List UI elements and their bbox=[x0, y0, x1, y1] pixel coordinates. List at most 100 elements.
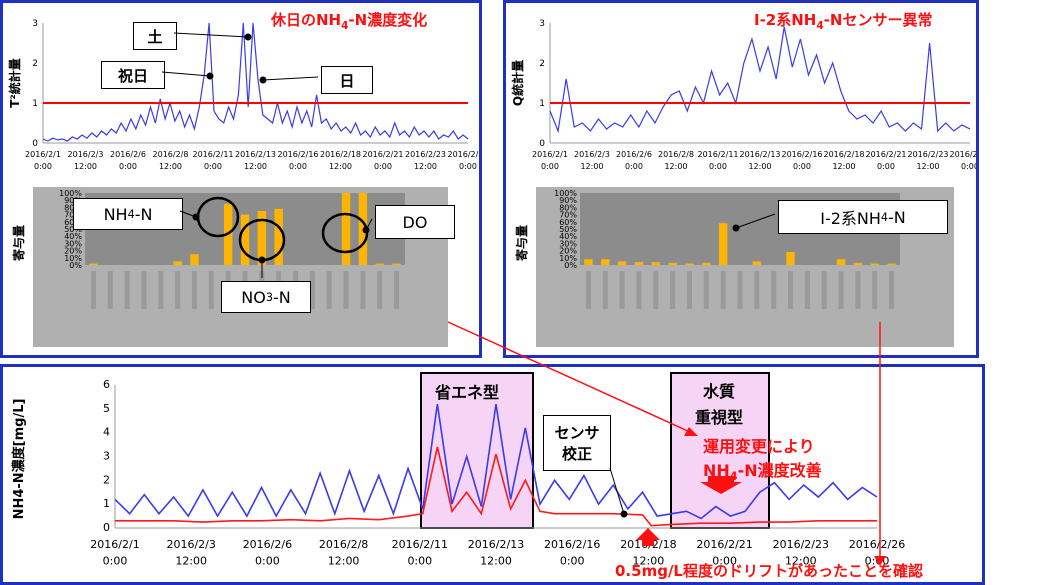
y-tick-label: 30% bbox=[64, 239, 82, 248]
y-tick-label: 100% bbox=[554, 189, 577, 198]
bar-category-label bbox=[889, 271, 895, 309]
bar bbox=[668, 262, 677, 265]
bar bbox=[584, 259, 593, 265]
y-tick-label: 100% bbox=[59, 189, 82, 198]
bar-category-label bbox=[343, 271, 349, 309]
x-tick-label: 2016/2/23 12:00 bbox=[773, 538, 829, 568]
series-line-1 bbox=[115, 446, 877, 527]
bar-category-label bbox=[107, 271, 113, 309]
bar bbox=[240, 214, 250, 265]
x-tick-label: 2016/2/16 0:00 bbox=[277, 150, 318, 171]
panel-holiday-t2: T²統計量 0 1 2 3 2016/2/1 0:00 2016/2/3 12:00 2016/… bbox=[0, 0, 482, 358]
y-tick-label: 10% bbox=[559, 254, 577, 263]
y-tick-label: 0 bbox=[32, 139, 38, 149]
bar-category-label bbox=[602, 271, 608, 309]
y-tick-label: 1 bbox=[32, 99, 38, 109]
bar-category-label bbox=[90, 271, 96, 309]
panel-sensor-q: Q統計量 0 1 2 3 2016/2/1 0:00 2016/2/3 12:00 2016/2… bbox=[503, 0, 979, 358]
y-tick-label: 70% bbox=[559, 211, 577, 220]
x-tick-label: 2016/2/16 0:00 bbox=[781, 150, 822, 171]
x-tick-label: 2016/2/6 0:00 bbox=[616, 150, 652, 171]
bar-category-label bbox=[158, 271, 164, 309]
x-tick-label: 2016/2/23 12:00 bbox=[405, 150, 446, 171]
bar bbox=[634, 262, 644, 265]
x-tick-label: 2016/2/3 12:00 bbox=[68, 150, 104, 171]
bar bbox=[836, 259, 846, 265]
x-tick-label: 2016/2/11 0:00 bbox=[697, 150, 738, 171]
label-saturday: 土 bbox=[133, 22, 177, 50]
series-line-0 bbox=[549, 26, 971, 134]
label-energy-saving: 省エネ型 bbox=[435, 383, 500, 402]
y-tick-label: 0% bbox=[564, 261, 577, 270]
series-line-0 bbox=[42, 22, 469, 142]
bar bbox=[617, 261, 627, 265]
y-tick-label: 20% bbox=[64, 247, 82, 256]
label-calibration: センサ 校正 bbox=[543, 415, 611, 471]
bar bbox=[223, 203, 233, 265]
bar-category-label bbox=[670, 271, 676, 309]
bar-category-label bbox=[686, 271, 692, 309]
bar-category-label bbox=[360, 271, 366, 309]
x-tick-label: 2016/2/1 0:00 bbox=[532, 150, 568, 171]
x-tick-label: 2016/2/23 12:00 bbox=[907, 150, 948, 171]
y-tick-label: 90% bbox=[559, 196, 577, 205]
x-tick-label: 2016/2/8 12:00 bbox=[319, 538, 368, 568]
bar-category-label bbox=[821, 271, 827, 309]
bar-category-label bbox=[377, 271, 383, 309]
bar bbox=[752, 261, 762, 265]
label-do: DO bbox=[375, 205, 455, 239]
bar-category-label bbox=[326, 271, 332, 309]
y-tick-label: 6 bbox=[103, 378, 110, 391]
label-sensor-nh4: Ⅰ-2系NH 4 -N bbox=[778, 200, 948, 234]
x-tick-label: 2016/2/21 0:00 bbox=[362, 150, 403, 171]
bar2-ylabel: 寄与量 bbox=[514, 225, 529, 261]
y-tick-label: 80% bbox=[559, 203, 577, 212]
y-tick-label: 1 bbox=[539, 99, 545, 109]
x-tick-label: 2016/2/260:00 bbox=[447, 150, 479, 171]
bar-category-label bbox=[653, 271, 659, 309]
y-tick-label: 40% bbox=[64, 232, 82, 241]
bar bbox=[375, 263, 384, 265]
bar bbox=[274, 208, 283, 265]
y-tick-label: 20% bbox=[559, 247, 577, 256]
y-tick-label: 2 bbox=[539, 59, 545, 69]
bar bbox=[718, 223, 728, 265]
y-tick-label: 40% bbox=[559, 232, 577, 241]
bar-category-label bbox=[788, 271, 794, 309]
bar-category-label bbox=[309, 271, 315, 309]
note-drift: 0.5mg/L程度のドリフトがあったことを確認 bbox=[615, 562, 923, 580]
y-tick-label: 2 bbox=[103, 473, 110, 486]
x-tick-label: 2016/2/21 0:00 bbox=[865, 150, 906, 171]
label-quality: 水質 重視型 bbox=[695, 382, 744, 427]
bar-category-label bbox=[141, 271, 147, 309]
panel1-title: 休日のNH4-N濃度変化 bbox=[271, 11, 428, 32]
y-tick-label: 3 bbox=[539, 19, 545, 29]
note-operation: 運用変更により NH4-N濃度改善 bbox=[703, 437, 822, 484]
y-tick-label: 10% bbox=[64, 254, 82, 263]
bar-category-label bbox=[619, 271, 625, 309]
bar-category-label bbox=[754, 271, 760, 309]
y-tick-label: 30% bbox=[559, 239, 577, 248]
bar bbox=[651, 262, 660, 265]
bar bbox=[685, 263, 694, 265]
y-tick-label: 0% bbox=[69, 261, 82, 270]
bar-category-label bbox=[872, 271, 878, 309]
bar-category-label bbox=[855, 271, 861, 309]
bar bbox=[392, 263, 401, 265]
x-tick-label: 2016/2/16 0:00 bbox=[544, 538, 600, 568]
y-tick-label: 3 bbox=[32, 19, 38, 29]
y-tick-label: 0 bbox=[103, 521, 110, 534]
x-tick-label: 2016/2/11 0:00 bbox=[192, 150, 233, 171]
y-tick-label: 0 bbox=[539, 139, 545, 149]
bar-category-label bbox=[720, 271, 726, 309]
x-tick-label: 2016/2/18 12:00 bbox=[320, 150, 361, 171]
y-tick-label: 60% bbox=[559, 218, 577, 227]
x-tick-label: 2016/2/1 0:00 bbox=[25, 150, 61, 171]
y-tick-label: 3 bbox=[103, 450, 110, 463]
bar bbox=[257, 211, 267, 265]
bar-category-label bbox=[737, 271, 743, 309]
y-tick-label: 2 bbox=[32, 59, 38, 69]
bar bbox=[853, 262, 863, 265]
x-tick-label: 2016/2/6 0:00 bbox=[110, 150, 146, 171]
bar bbox=[341, 193, 351, 265]
